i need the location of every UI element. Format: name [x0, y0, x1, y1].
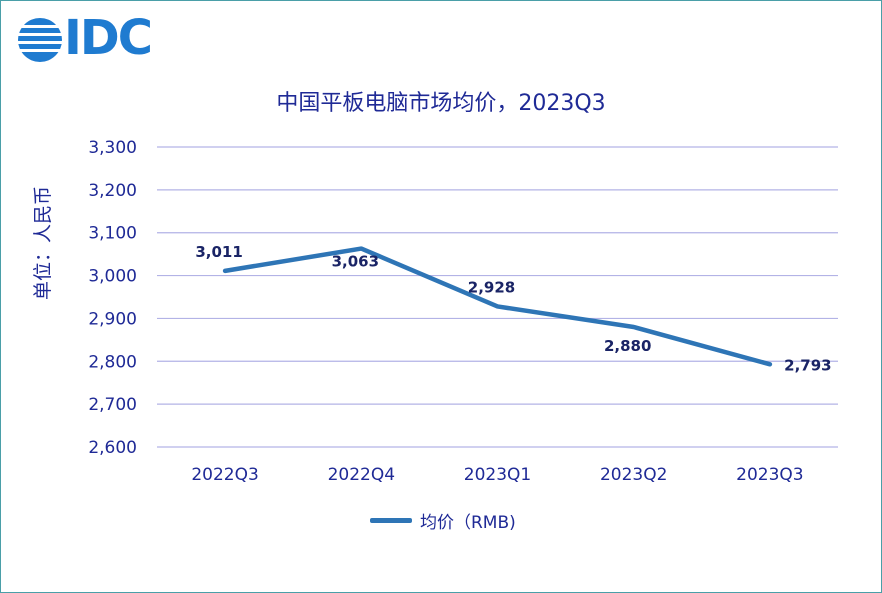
y-tick-label: 3,200	[88, 181, 137, 201]
y-tick-label: 3,000	[88, 267, 137, 287]
legend-label: 均价（RMB)	[420, 513, 516, 533]
x-tick-label: 2023Q3	[736, 465, 803, 485]
y-tick-label: 3,100	[88, 224, 137, 244]
y-tick-label: 2,700	[88, 395, 137, 415]
y-tick-label: 2,800	[88, 352, 137, 372]
data-label: 3,063	[332, 253, 379, 271]
data-label: 3,011	[195, 243, 242, 261]
data-label: 2,793	[784, 356, 831, 374]
series-line	[222, 246, 773, 367]
y-tick-label: 2,900	[88, 309, 137, 329]
x-tick-label: 2022Q3	[191, 465, 258, 485]
chart-title: 中国平板电脑市场均价，2023Q3	[276, 91, 606, 116]
y-tick-label: 2,600	[88, 438, 137, 458]
data-label: 2,880	[604, 337, 651, 355]
x-tick-label: 2023Q1	[464, 465, 531, 485]
y-tick-label: 3,300	[88, 138, 137, 158]
legend-swatch	[370, 518, 412, 523]
globe-icon	[16, 18, 64, 62]
logo-text: IDC	[64, 10, 153, 66]
legend: 均价（RMB)	[370, 508, 516, 533]
idc-logo	[16, 16, 64, 68]
data-label: 2,928	[468, 278, 515, 296]
x-tick-label: 2022Q4	[328, 465, 395, 485]
x-tick-label: 2023Q2	[600, 465, 667, 485]
